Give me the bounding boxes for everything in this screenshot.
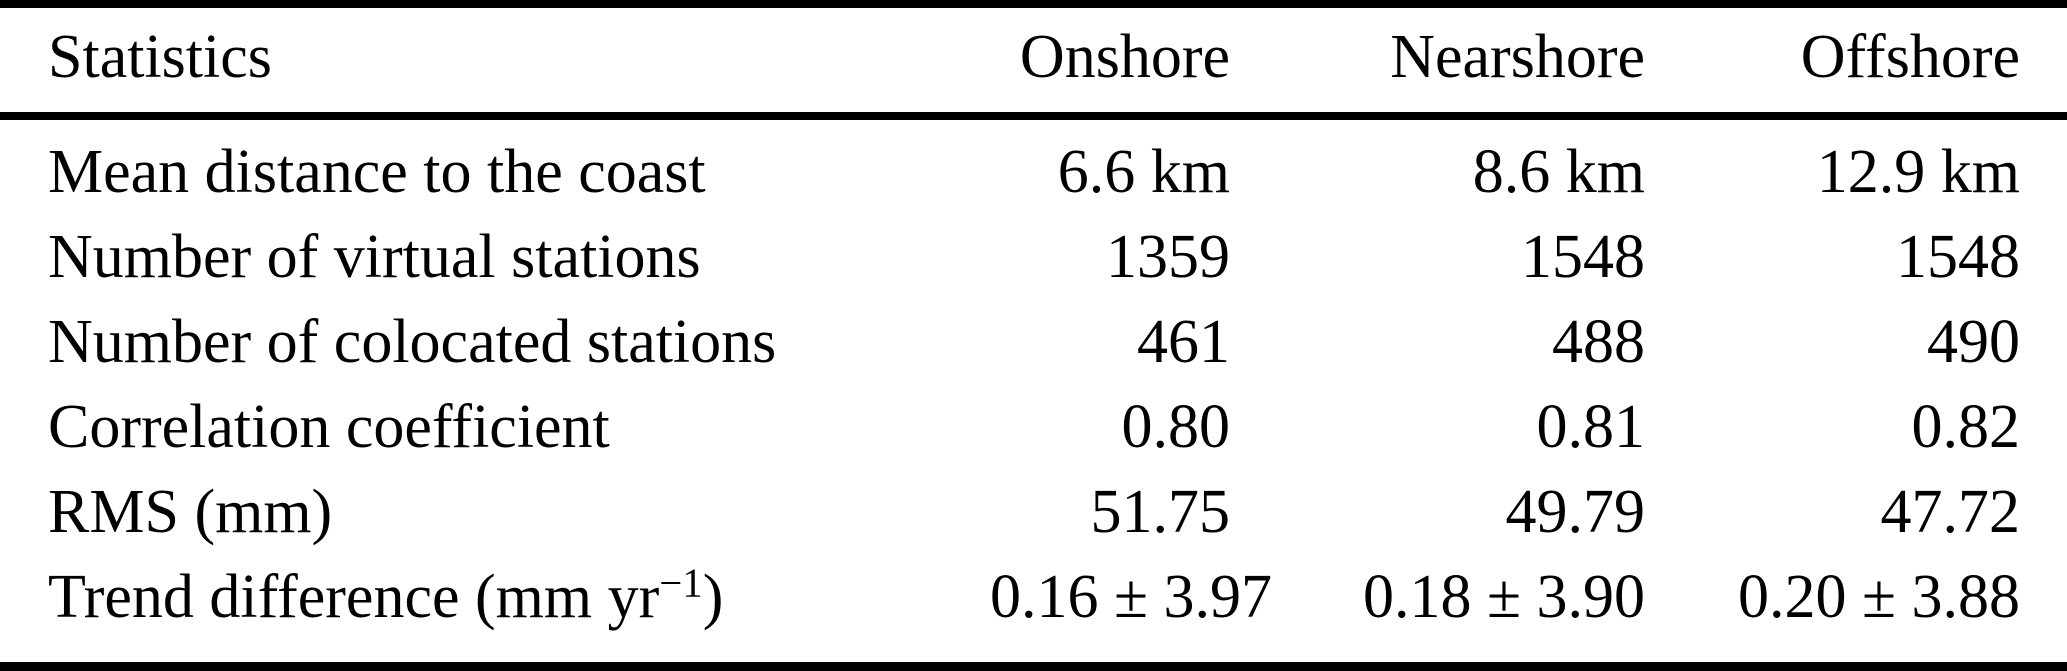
cell-value-nearshore: 0.81 bbox=[1536, 393, 1646, 461]
row-label: Number of virtual stations bbox=[48, 223, 701, 291]
row-label-text: Trend difference (mm yr bbox=[48, 563, 660, 631]
row-label: Number of colocated stations bbox=[48, 308, 777, 376]
cell-value-onshore: 1359 bbox=[1106, 223, 1230, 291]
cell-value-nearshore: 0.18 ± 3.90 bbox=[1362, 563, 1645, 631]
cell-value-onshore: 461 bbox=[1137, 308, 1230, 376]
cell-value-offshore: 47.72 bbox=[1880, 478, 2021, 546]
row-label: Mean distance to the coast bbox=[48, 138, 706, 206]
row-label: RMS (mm) bbox=[48, 478, 333, 546]
row-label-close: ) bbox=[702, 563, 724, 631]
table-row-trend-difference: Trend difference (mm yr−1) 0.16 ± 3.97 0… bbox=[0, 555, 2067, 667]
column-header-statistics: Statistics bbox=[0, 4, 990, 120]
row-label: Trend difference (mm yr−1) bbox=[0, 555, 990, 667]
cell-value-nearshore: 8.6 km bbox=[1472, 138, 1645, 206]
cell-value-onshore: 0.16 ± 3.97 bbox=[990, 563, 1273, 631]
column-header-onshore: Onshore bbox=[990, 4, 1230, 120]
table-row-mean-distance: Mean distance to the coast 6.6 km 8.6 km… bbox=[0, 116, 2067, 215]
cell-value-offshore: 0.20 ± 3.88 bbox=[1737, 563, 2020, 631]
column-header-nearshore: Nearshore bbox=[1230, 4, 1645, 120]
table-row-rms: RMS (mm) 51.75 49.79 47.72 bbox=[0, 470, 2067, 555]
table-body: Mean distance to the coast 6.6 km 8.6 km… bbox=[0, 116, 2067, 667]
cell-value-offshore: 0.82 bbox=[1911, 393, 2021, 461]
table-row-virtual-stations: Number of virtual stations 1359 1548 154… bbox=[0, 215, 2067, 300]
cell-value-onshore: 0.80 bbox=[1121, 393, 1231, 461]
superscript-exponent: −1 bbox=[659, 560, 703, 606]
header-row: Statistics Onshore Nearshore Offshore bbox=[0, 4, 2067, 120]
cell-value-onshore: 51.75 bbox=[1090, 478, 1231, 546]
cell-value-nearshore: 49.79 bbox=[1505, 478, 1646, 546]
cell-value-offshore: 1548 bbox=[1896, 223, 2020, 291]
cell-value-nearshore: 488 bbox=[1552, 308, 1645, 376]
table-row-correlation: Correlation coefficient 0.80 0.81 0.82 bbox=[0, 385, 2067, 470]
cell-value-offshore: 12.9 km bbox=[1816, 138, 2020, 206]
table-row-colocated-stations: Number of colocated stations 461 488 490 bbox=[0, 300, 2067, 385]
table-header: Statistics Onshore Nearshore Offshore bbox=[0, 4, 2067, 120]
column-header-offshore: Offshore bbox=[1645, 4, 2067, 120]
row-label: Correlation coefficient bbox=[48, 393, 610, 461]
cell-value-onshore: 6.6 km bbox=[1057, 138, 1230, 206]
cell-value-nearshore: 1548 bbox=[1521, 223, 1645, 291]
cell-value-offshore: 490 bbox=[1927, 308, 2020, 376]
